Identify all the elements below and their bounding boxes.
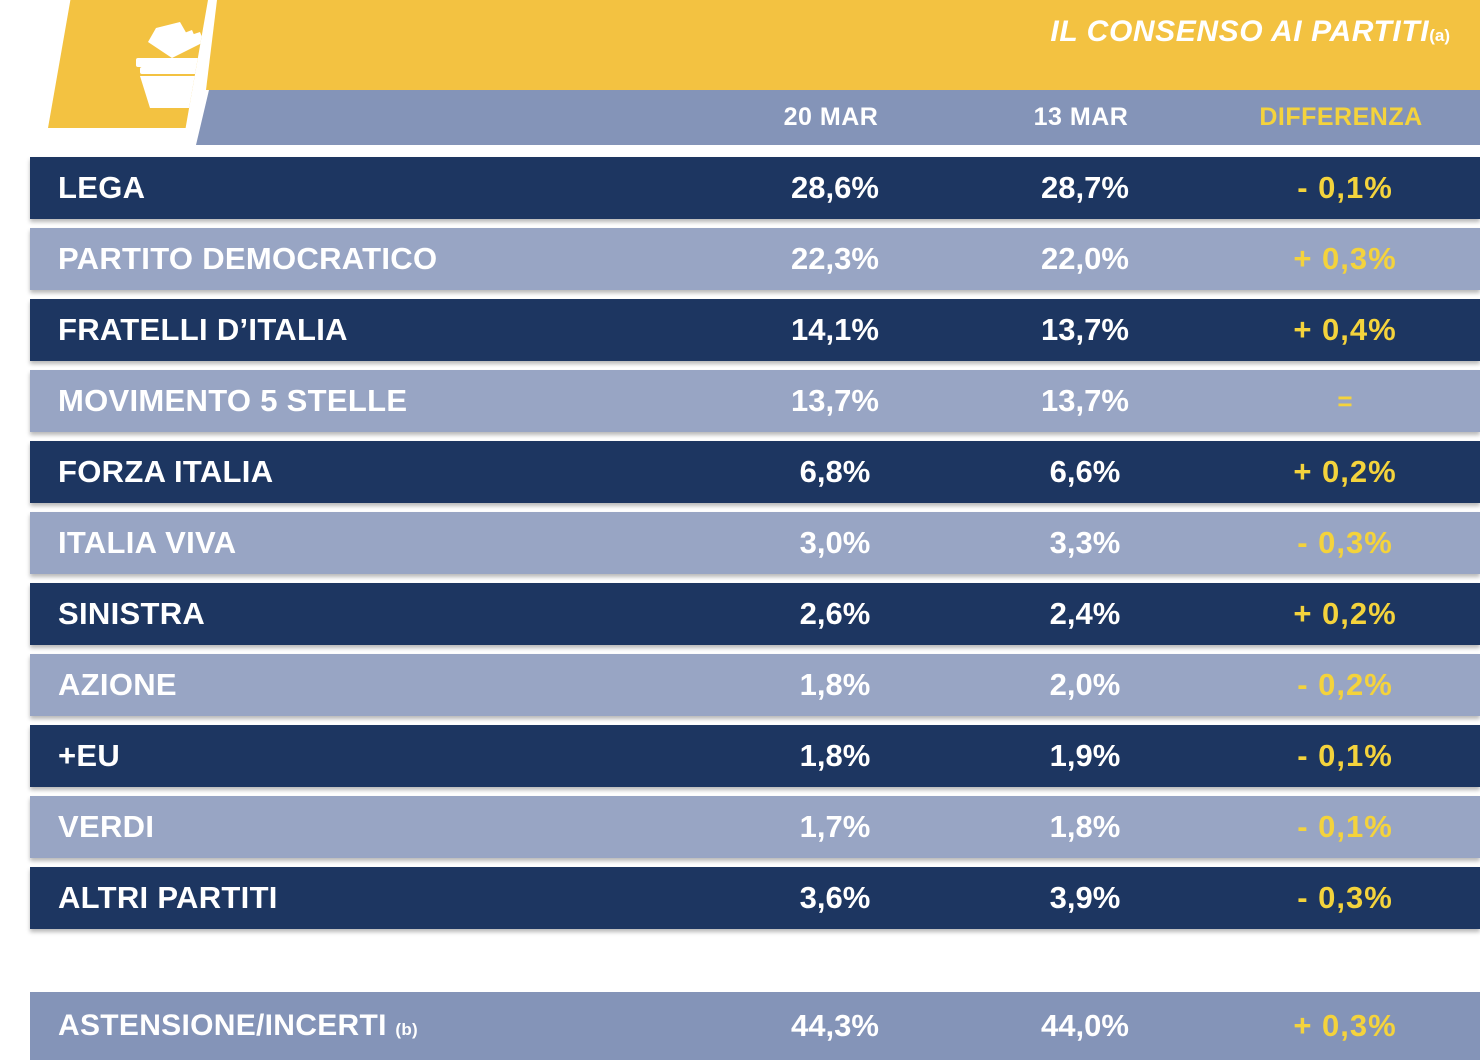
value-difference: - 0,2% <box>1297 667 1393 702</box>
total-row-note: (b) <box>395 1020 419 1039</box>
table-row: FORZA ITALIA 6,8% 6,6% + 0,2% <box>30 441 1480 503</box>
value-20-mar: 2,6% <box>799 596 871 631</box>
party-name: LEGA <box>58 170 146 205</box>
value-13-mar: 28,7% <box>1041 170 1129 205</box>
value-difference: - 0,3% <box>1297 880 1393 915</box>
table-row: ALTRI PARTITI 3,6% 3,9% - 0,3% <box>30 867 1480 929</box>
column-header-13-mar: 13 MAR <box>1033 103 1129 131</box>
table-row: AZIONE 1,8% 2,0% - 0,2% <box>30 654 1480 716</box>
value-13-mar: 2,4% <box>1049 596 1121 631</box>
poll-table: LEGA 28,6% 28,7% - 0,1% PARTITO DEMOCRATICO 2… <box>0 157 1480 938</box>
value-20-mar: 1,7% <box>799 809 871 844</box>
value-difference: + 0,3% <box>1293 241 1397 276</box>
value-13-mar: 13,7% <box>1041 383 1129 418</box>
value-13-mar: 3,9% <box>1049 880 1121 915</box>
value-20-mar: 1,8% <box>799 667 871 702</box>
column-header-20-mar: 20 MAR <box>783 103 879 131</box>
value-difference: = <box>1337 385 1353 416</box>
party-name: AZIONE <box>58 667 177 702</box>
table-row: VERDI 1,7% 1,8% - 0,1% <box>30 796 1480 858</box>
value-13-mar: 1,9% <box>1049 738 1121 773</box>
value-20-mar: 13,7% <box>791 383 879 418</box>
value-difference: - 0,1% <box>1297 738 1393 773</box>
total-row-label-text: ASTENSIONE/INCERTI <box>58 1009 387 1042</box>
party-name: VERDI <box>58 809 155 844</box>
value-difference: + 0,4% <box>1293 312 1397 347</box>
party-name: FRATELLI D’ITALIA <box>58 312 348 347</box>
value-13-mar: 22,0% <box>1041 241 1129 276</box>
value-20-mar: 6,8% <box>799 454 871 489</box>
table-row: ITALIA VIVA 3,0% 3,3% - 0,3% <box>30 512 1480 574</box>
value-13-mar: 3,3% <box>1049 525 1121 560</box>
value-20-mar: 14,1% <box>791 312 879 347</box>
table-row: SINISTRA 2,6% 2,4% + 0,2% <box>30 583 1480 645</box>
value-20-mar: 3,0% <box>799 525 871 560</box>
party-name: MOVIMENTO 5 STELLE <box>58 383 408 418</box>
value-difference: - 0,1% <box>1297 809 1393 844</box>
page-title: IL CONSENSO AI PARTITI(a) <box>1050 15 1450 49</box>
value-difference: + 0,2% <box>1293 596 1397 631</box>
page-title-text: IL CONSENSO AI PARTITI <box>1050 15 1430 48</box>
page-title-note: (a) <box>1429 26 1450 45</box>
table-row: PARTITO DEMOCRATICO 22,3% 22,0% + 0,3% <box>30 228 1480 290</box>
brand-tile <box>48 0 208 128</box>
party-name: +EU <box>58 738 121 773</box>
page-header: IL CONSENSO AI PARTITI(a) 20 MAR 13 MAR … <box>0 0 1480 145</box>
value-13-mar: 13,7% <box>1041 312 1129 347</box>
column-header-differenza: DIFFERENZA <box>1259 103 1423 131</box>
party-name: ALTRI PARTITI <box>58 880 278 915</box>
total-row-value-20-mar: 44,3% <box>791 1008 879 1043</box>
party-name: PARTITO DEMOCRATICO <box>58 241 438 276</box>
value-20-mar: 3,6% <box>799 880 871 915</box>
value-difference: - 0,1% <box>1297 170 1393 205</box>
value-20-mar: 22,3% <box>791 241 879 276</box>
party-name: SINISTRA <box>58 596 206 631</box>
value-difference: - 0,3% <box>1297 525 1393 560</box>
value-13-mar: 1,8% <box>1049 809 1121 844</box>
column-header-bar: 20 MAR 13 MAR DIFFERENZA <box>196 90 1480 145</box>
title-band: IL CONSENSO AI PARTITI(a) <box>206 0 1480 90</box>
value-20-mar: 1,8% <box>799 738 871 773</box>
value-difference: + 0,2% <box>1293 454 1397 489</box>
value-13-mar: 2,0% <box>1049 667 1121 702</box>
party-name: ITALIA VIVA <box>58 525 237 560</box>
table-row: MOVIMENTO 5 STELLE 13,7% 13,7% = <box>30 370 1480 432</box>
value-20-mar: 28,6% <box>791 170 879 205</box>
table-row: +EU 1,8% 1,9% - 0,1% <box>30 725 1480 787</box>
total-row-value-13-mar: 44,0% <box>1041 1008 1129 1043</box>
total-row-difference: + 0,3% <box>1293 1008 1397 1043</box>
value-13-mar: 6,6% <box>1049 454 1121 489</box>
table-row: LEGA 28,6% 28,7% - 0,1% <box>30 157 1480 219</box>
party-name: FORZA ITALIA <box>58 454 274 489</box>
table-row: FRATELLI D’ITALIA 14,1% 13,7% + 0,4% <box>30 299 1480 361</box>
total-row-astensione: ASTENSIONE/INCERTI (b) 44,3% 44,0% + 0,3… <box>30 992 1480 1060</box>
total-row-label: ASTENSIONE/INCERTI (b) <box>30 1009 710 1043</box>
